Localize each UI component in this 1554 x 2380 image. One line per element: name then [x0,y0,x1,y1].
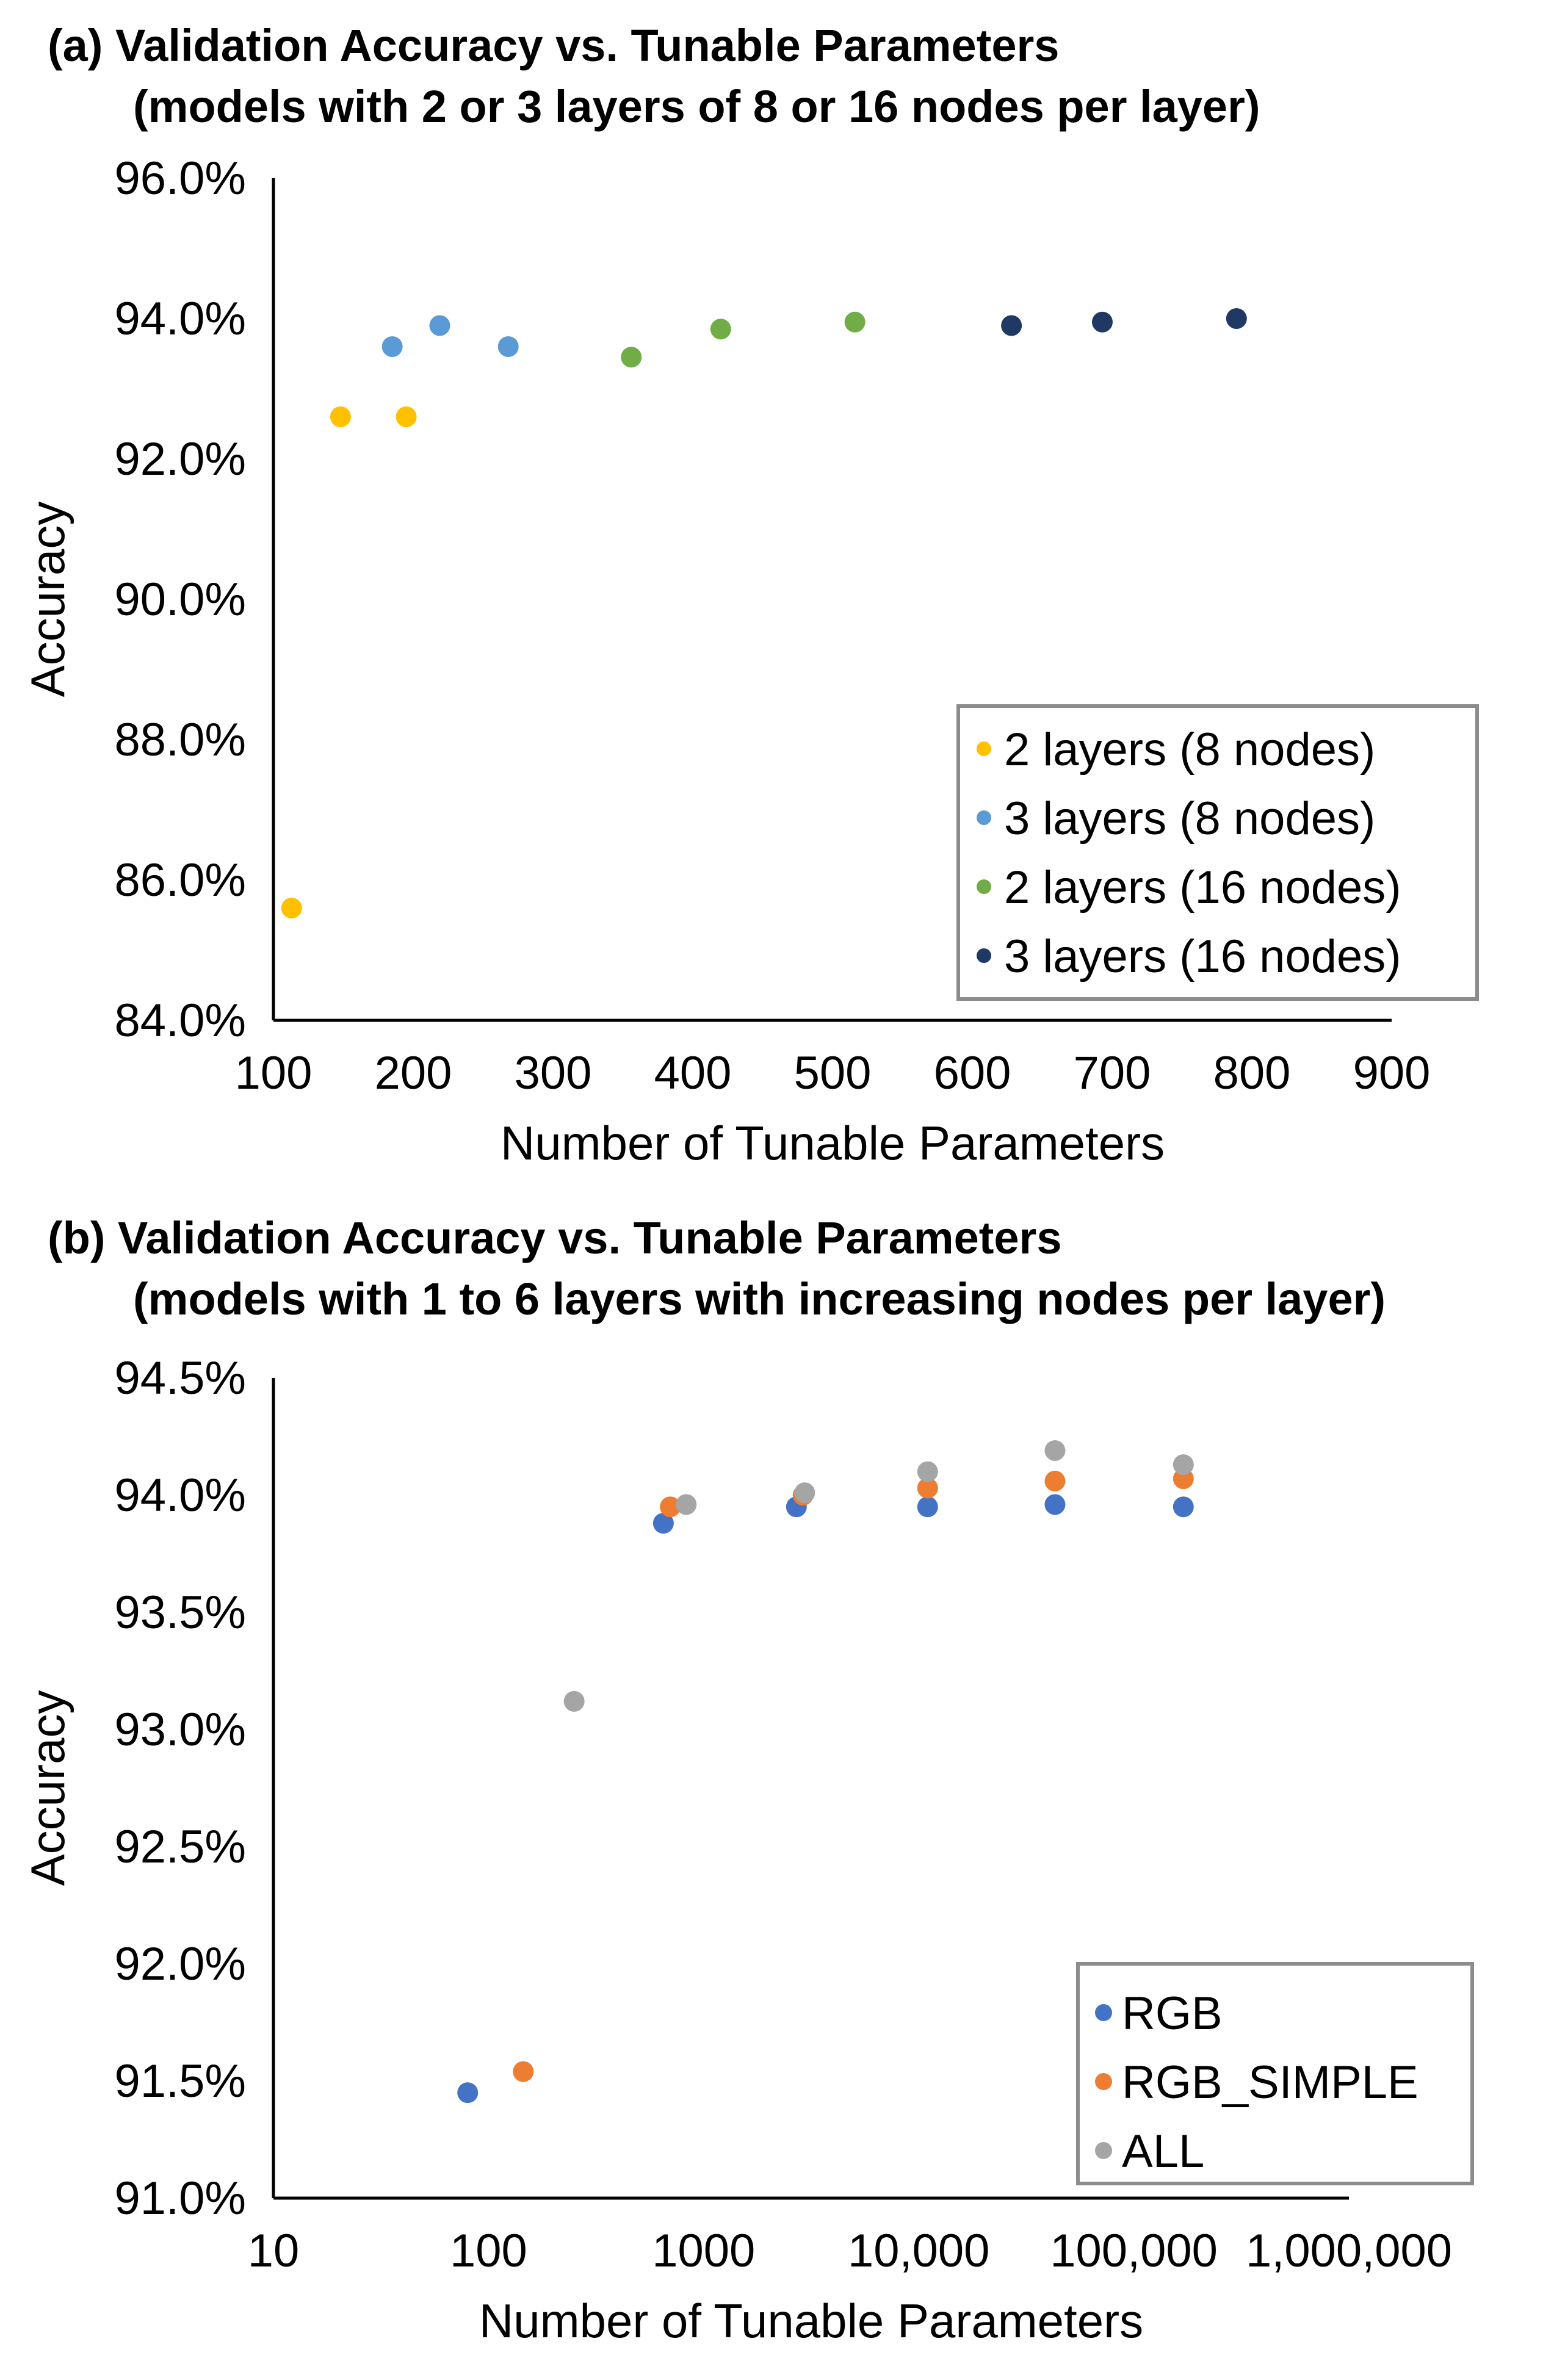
y-tick-label: 88.0% [115,714,247,766]
legend-label: 2 layers (16 nodes) [1004,862,1401,914]
data-point [513,2061,534,2082]
data-point [281,898,302,918]
legend-box [956,704,1479,1001]
x-tick-label: 100,000 [1050,2225,1218,2277]
chart-a: (a) Validation Accuracy vs. Tunable Para… [21,20,1479,1170]
legend-marker [977,810,991,825]
legend-marker [977,879,991,894]
legend-marker [977,948,991,963]
data-point [917,1477,938,1499]
x-tick-label: 400 [654,1047,732,1099]
legend-label: 3 layers (8 nodes) [1004,793,1375,845]
data-point [1044,1494,1066,1515]
legend-label: 3 layers (16 nodes) [1004,931,1401,983]
x-tick-label: 10,000 [848,2225,989,2277]
legend-marker [1095,2142,1112,2159]
x-tick-label: 600 [934,1047,1011,1099]
y-tick-label: 94.0% [115,293,247,345]
data-point [457,2082,479,2104]
legend-box [1076,1962,1474,2185]
data-point [1173,1496,1194,1518]
data-point [917,1461,938,1482]
x-tick-label: 700 [1074,1047,1151,1099]
data-point [381,336,403,357]
x-axis-title: Number of Tunable Parameters [479,2294,1143,2348]
legend-label: ALL [1122,2126,1204,2177]
x-tick-label: 900 [1353,1047,1431,1099]
x-tick-label: 100 [235,1047,313,1099]
y-axis-title: Accuracy [21,502,74,698]
data-point [1044,1440,1066,1462]
y-axis-title: Accuracy [21,1690,74,1886]
data-point [1091,311,1113,333]
data-point [710,319,731,340]
y-tick-label: 94.0% [115,1469,247,1521]
data-point [563,1690,585,1712]
y-tick-label: 92.0% [115,433,247,485]
chart-b: (b) Validation Accuracy vs. Tunable Para… [0,1190,1554,2380]
legend-marker [1095,2073,1112,2090]
y-tick-label: 86.0% [115,854,247,906]
chart-a-subtitle: (models with 2 or 3 layers of 8 or 16 no… [133,81,1260,132]
legend-label: RGB [1122,1988,1223,2039]
chart-a-title: (a) Validation Accuracy vs. Tunable Para… [48,20,1060,71]
chart-b-plot: 91.0% 91.5% 92.0% 92.5% 93.0% 93.5% 94.0% 94.5%… [21,1352,1474,2348]
data-point [652,1513,674,1534]
data-point [917,1496,938,1518]
y-tick-label: 93.5% [115,1587,247,1639]
x-tick-label: 100 [450,2225,527,2277]
y-tick-label: 92.5% [115,1821,247,1873]
legend-marker [1095,2004,1112,2021]
data-point [330,406,351,427]
data-point [676,1494,697,1515]
y-tick-label: 92.0% [115,1938,247,1990]
data-point [1226,308,1247,329]
data-point [497,336,519,357]
y-tick-label: 84.0% [115,995,247,1047]
x-tick-label: 10 [248,2225,300,2277]
legend-label: RGB_SIMPLE [1122,2057,1418,2108]
data-point [1001,315,1022,336]
data-point [1173,1454,1194,1476]
x-tick-label: 1,000,000 [1246,2225,1452,2277]
x-tick-label: 1000 [652,2225,755,2277]
x-tick-label: 300 [515,1047,592,1099]
data-point [429,315,450,336]
data-point [396,406,417,427]
x-axis-title: Number of Tunable Parameters [501,1116,1165,1170]
legend-marker [977,741,991,756]
y-tick-label: 90.0% [115,574,247,626]
data-point [1044,1470,1066,1491]
data-point [621,347,642,368]
data-point [794,1482,815,1504]
chart-b-title: (b) Validation Accuracy vs. Tunable Para… [48,1213,1062,1263]
y-tick-label: 94.5% [115,1352,247,1404]
x-tick-label: 200 [375,1047,452,1099]
data-point [844,311,866,333]
x-tick-label: 800 [1213,1047,1291,1099]
x-tick-label: 500 [794,1047,872,1099]
legend-label: 2 layers (8 nodes) [1004,724,1375,776]
y-tick-label: 91.0% [115,2173,247,2224]
y-tick-label: 93.0% [115,1704,247,1756]
chart-a-plot: 84.0% 86.0% 88.0% 90.0% 92.0% 94.0% 96.0% 100 20… [21,153,1479,1170]
data-point [660,1496,681,1518]
chart-b-subtitle: (models with 1 to 6 layers with increasi… [133,1274,1386,1324]
y-tick-label: 96.0% [115,153,247,204]
y-tick-label: 91.5% [115,2055,247,2107]
